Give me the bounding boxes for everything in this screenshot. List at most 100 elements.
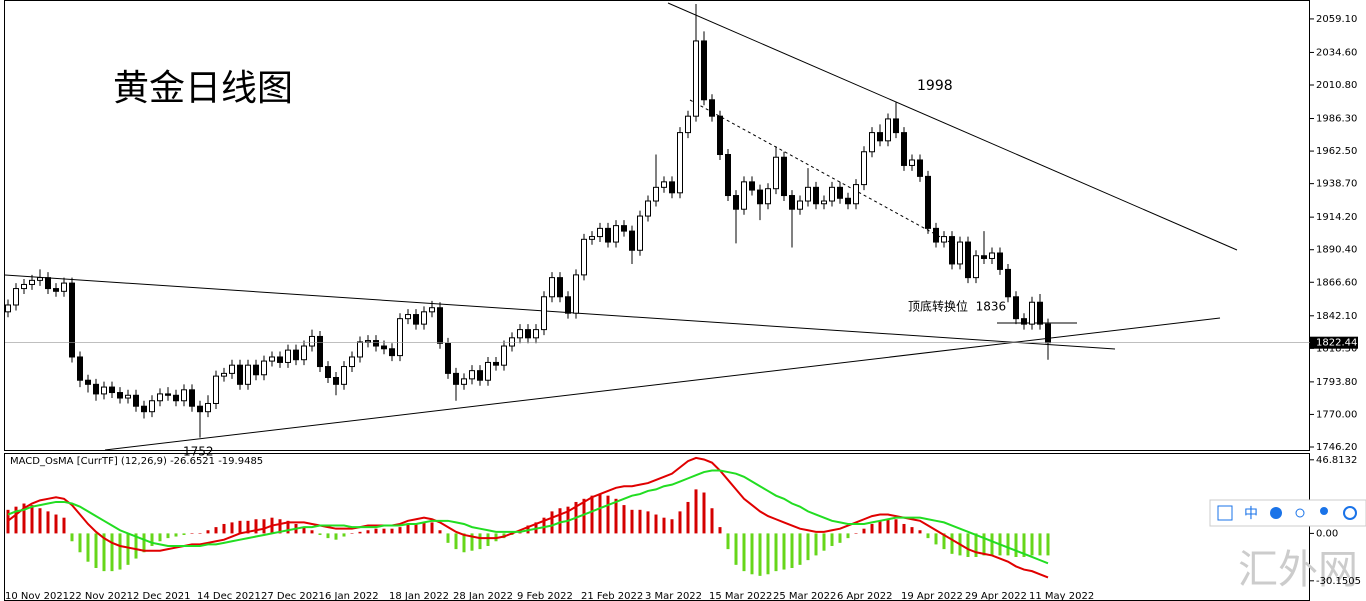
toolbar-icon[interactable] [1320,507,1328,515]
candle-body [101,386,107,395]
candle-body [677,132,683,194]
candle-body [869,132,875,153]
histogram-bar [70,533,74,542]
watermark: 汇外网 [1238,547,1358,593]
histogram-bar [446,533,450,543]
histogram-bar [582,498,586,534]
candle-body [517,329,523,339]
candle-body [229,364,235,374]
histogram-bar [262,519,266,534]
toolbar-icon[interactable] [1217,505,1233,521]
histogram-bar [974,533,978,557]
histogram-bar [134,533,138,559]
histogram-bar [198,533,202,534]
histogram-bar [102,533,106,572]
candle-body [837,186,843,199]
histogram-bar [710,508,714,534]
candle-body [1013,296,1019,320]
candle-body [861,151,867,186]
candle-body [885,118,891,142]
main-panel-frame [4,0,1310,451]
candle-body [973,255,979,279]
candle-body [37,277,43,281]
candle-body [277,356,283,363]
histogram-bar [310,530,314,534]
toolbar-icon[interactable] [1270,507,1282,519]
histogram-bar [406,523,410,534]
histogram-bar [542,517,546,534]
histogram-bar [870,523,874,534]
histogram-bar [30,505,34,534]
histogram-bar [230,522,234,534]
x-tick-label: 9 Feb 2022 [517,591,573,601]
histogram-bar [686,501,690,534]
x-tick-label: 21 Feb 2022 [581,591,643,601]
candle-body [733,195,739,210]
x-tick-label: 6 Jan 2022 [325,591,379,601]
y-tick-label: 1986.30 [1316,114,1357,125]
histogram-bar [782,533,786,570]
histogram-bar [854,533,858,534]
candle-body [205,402,211,413]
histogram-bar [390,528,394,534]
candle-body [749,181,755,191]
candle-body [581,238,587,276]
toolbar-lang[interactable]: 中 [1244,506,1258,522]
histogram-bar [398,527,402,534]
candle-body [997,252,1003,270]
dashed-trend-line [689,99,956,246]
histogram-bar [982,533,986,556]
histogram-bar [1006,533,1010,556]
candle-body [941,236,947,243]
candle-body [421,311,427,325]
candle-body [789,195,795,210]
histogram-bar [142,533,146,553]
candle-body [141,405,147,413]
histogram-bar [550,511,554,534]
y-tick-label: 2010.80 [1316,80,1357,91]
candle-body [1045,323,1051,344]
candle-body [853,184,859,205]
histogram-bar [590,495,594,534]
histogram-bar [702,492,706,534]
candle-body [357,341,363,358]
candle-body [949,236,955,265]
histogram-bar [166,533,170,539]
histogram-bar [22,503,26,534]
candle-body [981,255,987,259]
histogram-bar [734,533,738,565]
candle-body [533,329,539,339]
x-tick-label: 18 Jan 2022 [389,591,449,601]
candle-body [797,200,803,210]
candle-body [917,159,923,177]
x-tick-label: 3 Mar 2022 [645,591,702,601]
candle-body [197,405,203,413]
candle-body [629,230,635,251]
candle-body [989,252,995,259]
histogram-bar [814,533,818,556]
histogram-bar [1046,533,1050,556]
histogram-bar [350,533,354,534]
candle-body [901,132,907,166]
toolbar-icon[interactable] [1295,508,1305,518]
candle-body [381,345,387,350]
histogram-bar [638,509,642,534]
histogram-bar [926,533,930,539]
x-tick-label: 22 Nov 2021 [69,591,133,601]
histogram-bar [1038,533,1042,556]
histogram-bar [94,533,98,568]
toolbar-icon[interactable] [1343,506,1357,520]
histogram-bar [606,495,610,534]
candle-body [933,227,939,243]
candle-body [269,356,275,362]
x-tick-label: 6 Apr 2022 [837,591,892,601]
candle-body [373,340,379,347]
histogram-bar [86,533,90,562]
histogram-bar [14,506,18,534]
candle-body [637,215,643,251]
candle-body [349,356,355,368]
histogram-bar [342,533,346,537]
histogram-bar [934,533,938,545]
candle-body [77,356,83,381]
x-tick-label: 2 Dec 2021 [133,591,191,601]
